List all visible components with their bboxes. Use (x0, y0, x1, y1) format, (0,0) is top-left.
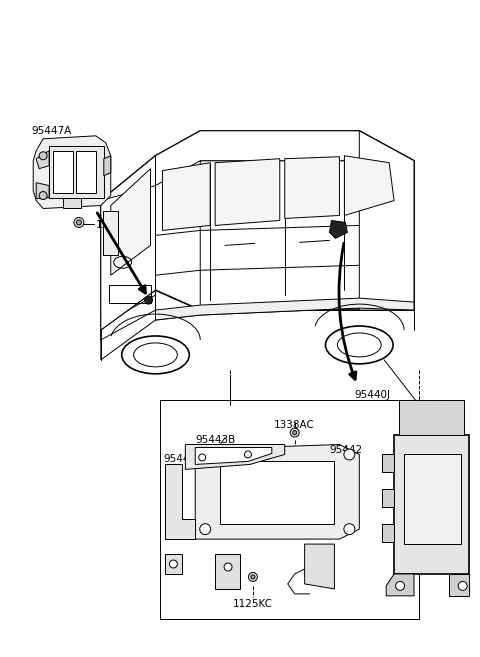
Ellipse shape (251, 575, 255, 579)
Bar (103, 210, 118, 256)
Ellipse shape (458, 581, 467, 591)
Ellipse shape (325, 326, 393, 364)
Ellipse shape (344, 449, 355, 460)
Ellipse shape (144, 296, 153, 304)
Polygon shape (101, 156, 156, 330)
Polygon shape (101, 290, 156, 360)
Ellipse shape (224, 563, 232, 571)
Polygon shape (449, 574, 468, 596)
Polygon shape (394, 434, 468, 574)
Ellipse shape (337, 333, 381, 357)
Text: 1338AC: 1338AC (274, 420, 315, 430)
Ellipse shape (200, 449, 211, 460)
Polygon shape (220, 461, 335, 524)
Ellipse shape (293, 430, 297, 434)
Ellipse shape (39, 192, 47, 200)
Bar (399, 399, 464, 434)
Polygon shape (382, 489, 394, 507)
Bar (53, 150, 73, 193)
Ellipse shape (396, 581, 405, 591)
Ellipse shape (39, 152, 47, 160)
Polygon shape (329, 221, 348, 238)
Polygon shape (382, 455, 394, 472)
Polygon shape (156, 131, 414, 186)
Polygon shape (185, 445, 285, 469)
Ellipse shape (344, 524, 355, 535)
Polygon shape (162, 163, 210, 231)
Polygon shape (386, 574, 414, 596)
Text: 95440J: 95440J (354, 390, 390, 399)
Ellipse shape (76, 220, 82, 225)
Polygon shape (166, 464, 195, 539)
Polygon shape (101, 186, 156, 330)
Polygon shape (33, 136, 111, 208)
Ellipse shape (200, 524, 211, 535)
Polygon shape (111, 169, 151, 275)
Polygon shape (104, 156, 111, 175)
Polygon shape (195, 447, 272, 464)
Polygon shape (382, 524, 394, 542)
Polygon shape (36, 150, 49, 169)
Ellipse shape (169, 560, 178, 568)
Ellipse shape (244, 451, 252, 458)
Polygon shape (36, 183, 49, 198)
Polygon shape (156, 298, 414, 320)
Text: 95443B: 95443B (195, 434, 236, 445)
Bar (76, 150, 96, 193)
Polygon shape (285, 157, 339, 219)
Text: 95447A: 95447A (31, 126, 72, 136)
Polygon shape (215, 159, 280, 225)
Ellipse shape (199, 454, 206, 461)
Text: 1339CC: 1339CC (96, 221, 137, 231)
Polygon shape (200, 161, 414, 310)
Bar (49, 146, 104, 198)
Ellipse shape (249, 572, 257, 581)
Ellipse shape (133, 343, 178, 367)
Ellipse shape (122, 336, 189, 374)
Bar (404, 455, 461, 544)
Text: 1125KC: 1125KC (233, 599, 273, 609)
Bar (160, 399, 419, 619)
Text: 95442: 95442 (329, 445, 362, 455)
Polygon shape (360, 131, 414, 310)
Text: 95442B: 95442B (164, 455, 204, 464)
Bar (63, 198, 81, 208)
Polygon shape (215, 554, 240, 589)
Ellipse shape (74, 217, 84, 227)
Polygon shape (305, 544, 335, 589)
Polygon shape (195, 445, 360, 539)
Polygon shape (344, 156, 394, 215)
Bar (109, 285, 151, 303)
Polygon shape (166, 554, 182, 574)
Ellipse shape (290, 428, 299, 437)
